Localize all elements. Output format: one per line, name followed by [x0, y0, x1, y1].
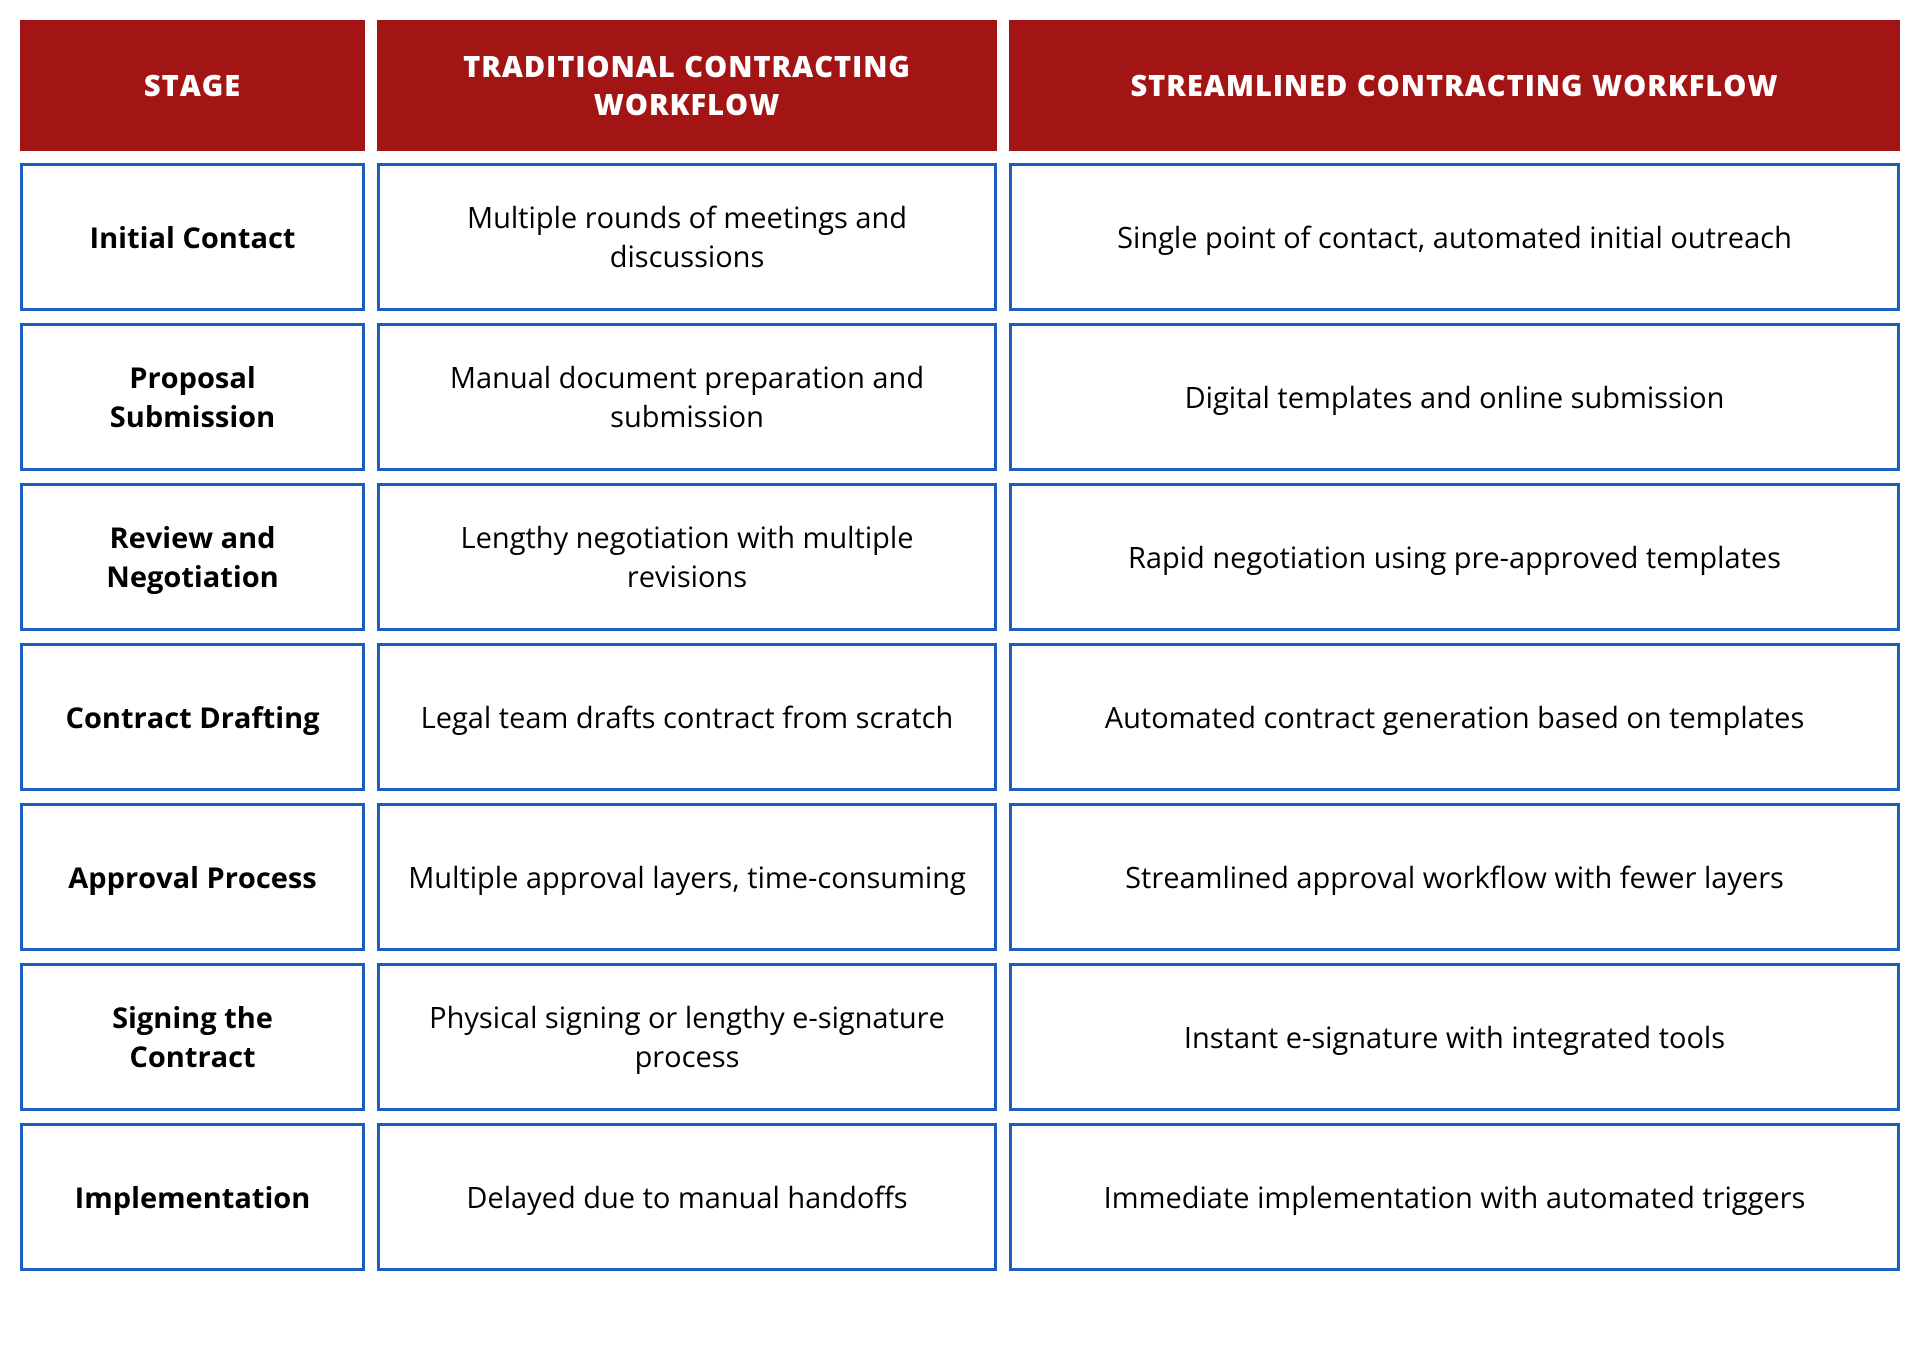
- cell-traditional: Physical signing or lengthy e-signature …: [377, 963, 997, 1111]
- header-streamlined: STREAMLINED CONTRACTING WORKFLOW: [1009, 20, 1900, 151]
- cell-stage: Signing the Contract: [20, 963, 365, 1111]
- cell-traditional: Multiple approval layers, time-consuming: [377, 803, 997, 951]
- header-traditional: TRADITIONAL CONTRACTING WORKFLOW: [377, 20, 997, 151]
- cell-stage: Review and Negotiation: [20, 483, 365, 631]
- cell-streamlined: Instant e-signature with integrated tool…: [1009, 963, 1900, 1111]
- cell-stage: Implementation: [20, 1123, 365, 1271]
- table-row: Implementation Delayed due to manual han…: [20, 1123, 1900, 1271]
- comparison-table: STAGE TRADITIONAL CONTRACTING WORKFLOW S…: [20, 20, 1900, 1271]
- table-row: Contract Drafting Legal team drafts cont…: [20, 643, 1900, 791]
- cell-stage: Approval Process: [20, 803, 365, 951]
- header-stage: STAGE: [20, 20, 365, 151]
- cell-streamlined: Digital templates and online submission: [1009, 323, 1900, 471]
- cell-traditional: Multiple rounds of meetings and discussi…: [377, 163, 997, 311]
- cell-streamlined: Single point of contact, automated initi…: [1009, 163, 1900, 311]
- cell-stage: Initial Contact: [20, 163, 365, 311]
- cell-streamlined: Streamlined approval workflow with fewer…: [1009, 803, 1900, 951]
- table-row: Proposal Submission Manual document prep…: [20, 323, 1900, 471]
- table-row: Signing the Contract Physical signing or…: [20, 963, 1900, 1111]
- cell-streamlined: Immediate implementation with automated …: [1009, 1123, 1900, 1271]
- table-row: Initial Contact Multiple rounds of meeti…: [20, 163, 1900, 311]
- table-body: Initial Contact Multiple rounds of meeti…: [20, 163, 1900, 1271]
- cell-traditional: Legal team drafts contract from scratch: [377, 643, 997, 791]
- table-row: Review and Negotiation Lengthy negotiati…: [20, 483, 1900, 631]
- table-header-row: STAGE TRADITIONAL CONTRACTING WORKFLOW S…: [20, 20, 1900, 151]
- cell-streamlined: Rapid negotiation using pre-approved tem…: [1009, 483, 1900, 631]
- cell-traditional: Manual document preparation and submissi…: [377, 323, 997, 471]
- cell-traditional: Lengthy negotiation with multiple revisi…: [377, 483, 997, 631]
- table-row: Approval Process Multiple approval layer…: [20, 803, 1900, 951]
- cell-stage: Proposal Submission: [20, 323, 365, 471]
- cell-traditional: Delayed due to manual handoffs: [377, 1123, 997, 1271]
- cell-streamlined: Automated contract generation based on t…: [1009, 643, 1900, 791]
- cell-stage: Contract Drafting: [20, 643, 365, 791]
